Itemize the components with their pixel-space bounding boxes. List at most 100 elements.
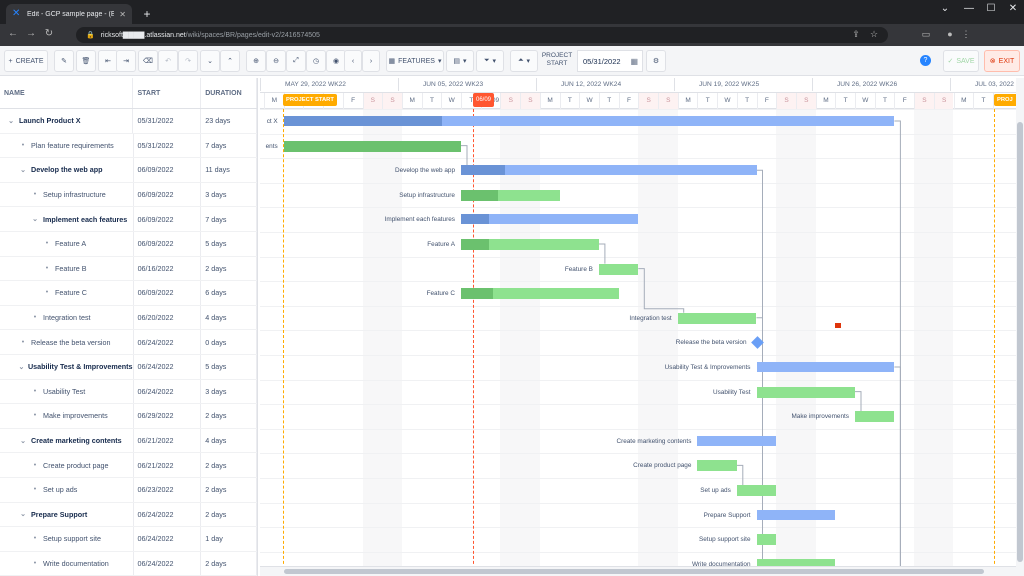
task-name-cell[interactable]: • Write documentation <box>0 551 134 576</box>
task-row[interactable]: • Integration test 06/20/2022 4 days <box>0 305 257 331</box>
chevron-down-icon[interactable]: ⌄ <box>20 511 26 519</box>
task-bar[interactable] <box>756 534 777 546</box>
task-start-cell[interactable]: 06/20/2022 <box>134 305 202 330</box>
task-duration-cell[interactable]: 7 days <box>201 207 257 231</box>
task-start-cell[interactable]: 06/09/2022 <box>134 182 202 207</box>
task-row[interactable]: • Setup infrastructure 06/09/2022 3 days <box>0 182 257 208</box>
today-button[interactable]: ◷ <box>306 50 326 72</box>
dependency-link[interactable] <box>736 464 744 485</box>
task-row[interactable]: • Feature A 06/09/2022 5 days <box>0 231 257 257</box>
task-start-cell[interactable]: 06/24/2022 <box>134 527 202 551</box>
chevron-down-icon[interactable]: ⌄ <box>18 363 25 371</box>
task-row[interactable]: • Create product page 06/21/2022 2 days <box>0 453 257 478</box>
task-row[interactable]: ⌄ Prepare Support 06/24/2022 2 days <box>0 502 257 528</box>
zoom-in-button[interactable]: ⊕ <box>246 50 266 72</box>
task-duration-cell[interactable]: 4 days <box>201 428 257 453</box>
task-duration-cell[interactable]: 0 days <box>201 330 257 354</box>
task-name-cell[interactable]: • Feature B <box>0 256 134 281</box>
vertical-scrollbar[interactable] <box>1016 78 1024 576</box>
task-name-cell[interactable]: • Create product page <box>0 453 134 477</box>
task-start-cell[interactable]: 06/24/2022 <box>134 330 202 354</box>
task-start-cell[interactable]: 06/09/2022 <box>134 207 202 231</box>
redo-button[interactable]: ↷ <box>178 50 198 72</box>
summary-bar[interactable] <box>283 116 895 126</box>
dependency-link[interactable] <box>598 243 606 264</box>
indent-button[interactable]: ⇥ <box>116 50 136 72</box>
task-row[interactable]: • Write documentation 06/24/2022 2 days <box>0 551 257 576</box>
bookmark-icon[interactable]: ☆ <box>869 29 879 39</box>
chevron-down-icon[interactable]: ⌄ <box>20 166 26 174</box>
task-row[interactable]: ⌄ Create marketing contents 06/21/2022 4 da… <box>0 428 257 454</box>
task-name-cell[interactable]: • Release the beta version <box>0 330 134 354</box>
close-window-icon[interactable]: ✕ <box>1008 3 1018 14</box>
back-icon[interactable]: ← <box>8 28 18 39</box>
task-bar[interactable] <box>756 558 836 566</box>
task-start-cell[interactable]: 06/09/2022 <box>134 158 202 182</box>
task-name-cell[interactable]: ⌄ Create marketing contents <box>0 428 134 453</box>
task-start-cell[interactable]: 06/24/2022 <box>134 502 202 527</box>
task-start-cell[interactable]: 06/16/2022 <box>134 256 202 281</box>
task-start-cell[interactable]: 06/09/2022 <box>134 281 202 305</box>
column-header-name[interactable]: NAME <box>0 78 134 108</box>
delete-button[interactable]: 🗑 <box>76 50 96 72</box>
task-name-cell[interactable]: • Feature C <box>0 281 134 305</box>
eraser-button[interactable]: ⌫ <box>138 50 158 72</box>
task-start-cell[interactable]: 06/09/2022 <box>134 231 202 256</box>
minimize-icon[interactable]: — <box>964 3 974 14</box>
task-name-cell[interactable]: • Setup support site <box>0 527 134 551</box>
task-duration-cell[interactable]: 2 days <box>201 502 257 527</box>
help-icon[interactable]: ? <box>920 55 931 66</box>
save-button[interactable]: ✓ SAVE <box>943 50 979 72</box>
scroll-left-button[interactable]: ‹ <box>344 50 362 72</box>
task-row[interactable]: ⌄ Launch Product X 05/31/2022 23 days <box>0 109 257 134</box>
dependency-link[interactable] <box>894 366 901 566</box>
outdent-button[interactable]: ⇤ <box>98 50 118 72</box>
task-name-cell[interactable]: • Plan feature requirements <box>0 133 134 158</box>
edit-button[interactable]: ✎ <box>54 50 74 72</box>
task-row[interactable]: • Make improvements 06/29/2022 2 days <box>0 404 257 429</box>
menu-icon[interactable]: ⋮ <box>961 29 971 39</box>
task-start-cell[interactable]: 06/21/2022 <box>134 428 202 453</box>
reload-icon[interactable]: ↻ <box>44 28 54 39</box>
task-duration-cell[interactable]: 2 days <box>201 453 257 477</box>
column-header-start[interactable]: START <box>133 78 202 108</box>
task-name-cell[interactable]: ⌄ Develop the web app <box>0 158 134 182</box>
calendar-icon[interactable]: ▦ <box>630 56 638 66</box>
task-name-cell[interactable]: • Make improvements <box>0 404 134 428</box>
task-bar[interactable] <box>598 263 639 275</box>
task-start-cell[interactable]: 06/24/2022 <box>134 551 202 576</box>
zoom-out-button[interactable]: ⊖ <box>266 50 286 72</box>
forward-icon[interactable]: → <box>26 28 36 39</box>
scroll-right-button[interactable]: › <box>362 50 380 72</box>
task-row[interactable]: ⌄ Implement each features 06/09/2022 7 days <box>0 207 257 232</box>
task-duration-cell[interactable]: 23 days <box>201 109 257 133</box>
task-row[interactable]: • Usability Test 06/24/2022 3 days <box>0 379 257 405</box>
filter-dropdown[interactable]: ⏷ ▾ <box>476 50 504 72</box>
task-row[interactable]: • Feature B 06/16/2022 2 days <box>0 256 257 282</box>
dependency-link[interactable] <box>756 169 763 566</box>
task-bar[interactable] <box>461 288 619 300</box>
task-row[interactable]: • Feature C 06/09/2022 6 days <box>0 281 257 306</box>
task-name-cell[interactable]: ⌄ Launch Product X <box>0 109 134 133</box>
exit-button[interactable]: ⊗ EXIT <box>984 50 1020 72</box>
task-bar[interactable] <box>461 189 560 201</box>
task-duration-cell[interactable]: 2 days <box>201 404 257 428</box>
dependency-link[interactable] <box>756 317 763 338</box>
summary-bar[interactable] <box>697 435 777 446</box>
url-field[interactable]: 🔒 ricksoft▇▇▇▇.atlassian.net/wiki/spaces… <box>76 27 888 43</box>
summary-bar[interactable] <box>756 362 895 372</box>
task-start-cell[interactable]: 06/24/2022 <box>134 354 202 379</box>
task-duration-cell[interactable]: 4 days <box>201 305 257 330</box>
create-button[interactable]: + CREATE <box>4 50 48 72</box>
task-start-cell[interactable]: 06/29/2022 <box>134 404 202 428</box>
task-bar[interactable] <box>697 460 737 472</box>
task-duration-cell[interactable]: 5 days <box>201 354 257 379</box>
task-bar[interactable] <box>677 312 757 324</box>
task-row[interactable]: • Release the beta version 06/24/2022 0 day… <box>0 330 257 355</box>
task-duration-cell[interactable]: 3 days <box>201 379 257 404</box>
task-name-cell[interactable]: • Setup infrastructure <box>0 182 134 207</box>
task-duration-cell[interactable]: 5 days <box>201 231 257 256</box>
task-duration-cell[interactable]: 7 days <box>201 133 257 158</box>
task-duration-cell[interactable]: 1 day <box>201 527 257 551</box>
task-start-cell[interactable]: 06/24/2022 <box>134 379 202 404</box>
